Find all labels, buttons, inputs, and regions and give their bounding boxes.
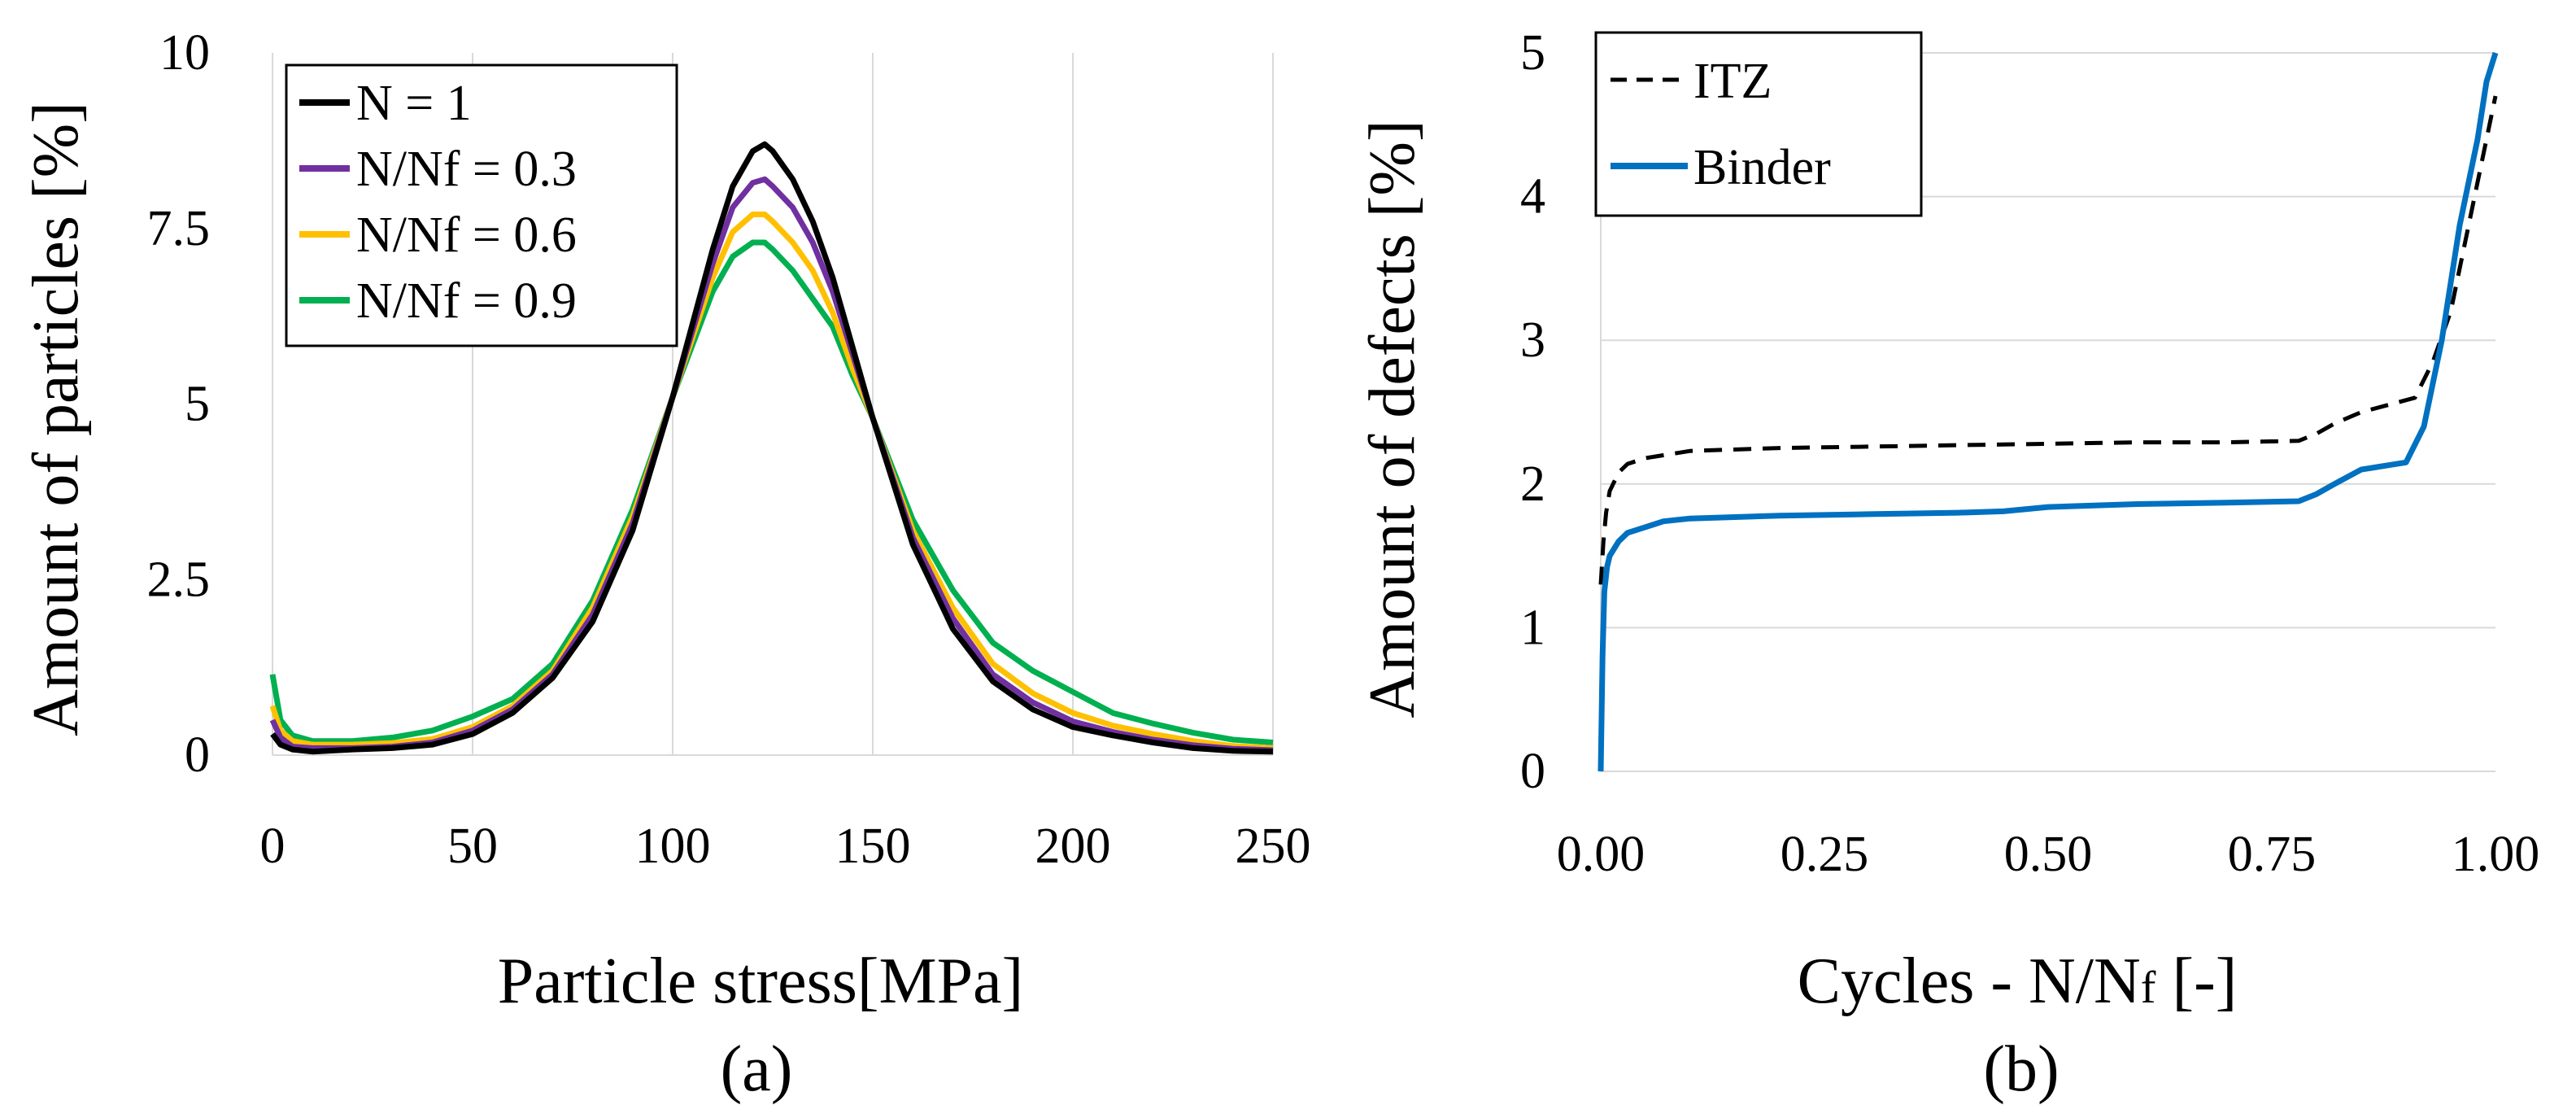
chart-b-x-axis-title: Cycles - N/Nf [-] (1798, 945, 2238, 1017)
chart-a-series-line (269, 239, 1274, 745)
chart-b-legend-label: Binder (1693, 140, 1831, 195)
chart-a-x-tick-label: 0 (260, 819, 285, 874)
chart-b-legend: ITZ Binder (1594, 31, 1923, 217)
chart-b-x-axis-title-main: Cycles - N/N (1798, 945, 2141, 1017)
chart-a-y-axis-title: Amount of particles [%] (20, 102, 92, 736)
chart-b-y-tick-label: 3 (1520, 312, 1545, 368)
chart-a-y-tick-label: 2.5 (147, 552, 211, 607)
chart-a-x-tick-label: 250 (1236, 819, 1311, 874)
chart-b-y-tick-label: 2 (1520, 456, 1545, 512)
chart-b-y-tick-label: 0 (1520, 744, 1545, 799)
chart-a-legend-label: N/Nf = 0.3 (356, 142, 577, 197)
chart-a-x-axis-title: Particle stress[MPa] (498, 945, 1024, 1017)
chart-a-y-tick-label: 10 (159, 25, 210, 81)
chart-a-y-tick-label: 5 (185, 377, 210, 432)
chart-a-x-ticks: 0 50 100 150 200 250 (260, 819, 1311, 874)
chart-a-legend-label: N/Nf = 0.6 (356, 207, 577, 263)
chart-a: 0 2.5 5 7.5 10 0 50 100 150 200 250 Amount of par… (20, 25, 1311, 1105)
chart-b-x-tick-label: 0.50 (2004, 827, 2093, 882)
chart-b-x-axis-title-subscript: f (2141, 963, 2156, 1013)
chart-b-y-tick-label: 1 (1520, 600, 1545, 655)
chart-b-x-tick-label: 0.75 (2228, 827, 2317, 882)
chart-b-x-tick-label: 0.00 (1557, 827, 1645, 882)
chart-b-y-tick-label: 4 (1520, 169, 1545, 225)
chart-b-x-axis-title-tail: [-] (2155, 945, 2237, 1017)
chart-b-series-line (1598, 95, 2498, 585)
chart-b-x-tick-label: 1.00 (2452, 827, 2540, 882)
chart-a-legend-box (285, 63, 678, 347)
chart-a-x-tick-label: 150 (835, 819, 911, 874)
chart-a-caption: (a) (721, 1033, 793, 1105)
chart-a-legend-label: N/Nf = 0.9 (356, 273, 577, 329)
chart-b-y-ticks: 0 1 2 3 4 5 (1520, 25, 1545, 799)
chart-b-x-tick-label: 0.25 (1781, 827, 1869, 882)
chart-b-legend-box (1594, 31, 1923, 217)
chart-b-series (1597, 51, 2499, 772)
chart-a-x-tick-label: 100 (635, 819, 711, 874)
chart-b-y-axis-title: Amount of defects [%] (1357, 120, 1428, 718)
chart-b-series-line (1597, 51, 2499, 772)
chart-a-x-tick-label: 50 (447, 819, 498, 874)
chart-b-x-ticks: 0.00 0.25 0.50 0.75 1.00 (1557, 827, 2540, 882)
chart-a-series-line (269, 212, 1274, 751)
chart-a-x-tick-label: 200 (1035, 819, 1111, 874)
chart-b: 0 1 2 3 4 5 0.00 0.25 0.50 0.75 1.00 Amount of de… (1357, 25, 2539, 1105)
chart-a-series-line (270, 141, 1274, 755)
chart-b-caption: (b) (1983, 1033, 2059, 1105)
chart-a-legend-label: N = 1 (356, 76, 472, 131)
chart-a-legend: N = 1 N/Nf = 0.3 N/Nf = 0.6 N/Nf = 0.9 (285, 63, 678, 347)
chart-a-y-ticks: 0 2.5 5 7.5 10 (147, 25, 211, 783)
chart-a-y-tick-label: 0 (185, 727, 210, 783)
chart-b-legend-label: ITZ (1693, 54, 1772, 109)
chart-a-y-tick-label: 7.5 (147, 201, 211, 256)
chart-a-series (269, 141, 1274, 755)
chart-b-y-tick-label: 5 (1520, 25, 1545, 81)
